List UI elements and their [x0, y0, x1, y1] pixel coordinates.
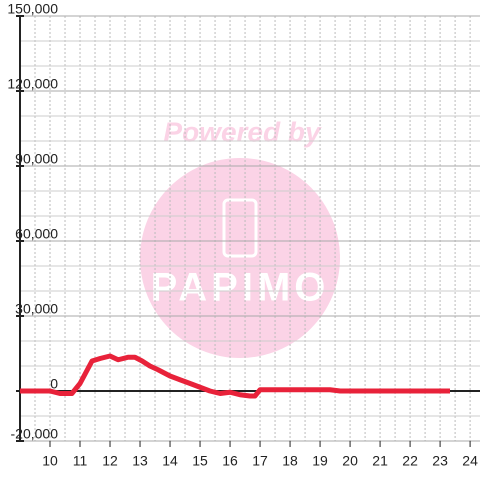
- y-tick-label: -20,000: [11, 426, 59, 442]
- x-tick-label: 18: [282, 453, 298, 469]
- y-tick-label: 120,000: [7, 76, 58, 92]
- watermark-brand: PAPIMO: [151, 266, 330, 310]
- x-tick-label: 16: [222, 453, 238, 469]
- x-tick-label: 12: [102, 453, 118, 469]
- x-tick-label: 14: [162, 453, 178, 469]
- y-tick-label: 60,000: [15, 226, 58, 242]
- x-tick-label: 10: [42, 453, 58, 469]
- y-tick-label: 90,000: [15, 151, 58, 167]
- x-tick-label: 19: [312, 453, 328, 469]
- watermark-title: Powered by: [163, 116, 322, 147]
- x-tick-label: 24: [462, 453, 478, 469]
- x-tick-label: 11: [73, 453, 88, 469]
- x-tick-label: 15: [192, 453, 208, 469]
- watermark-phone: [222, 198, 258, 258]
- x-tick-label: 23: [432, 453, 448, 469]
- y-tick-label: 30,000: [15, 301, 58, 317]
- y-tick-label: 0: [50, 376, 58, 392]
- x-tick-label: 22: [402, 453, 418, 469]
- x-tick-label: 20: [342, 453, 358, 469]
- y-tick-label: 150,000: [7, 1, 58, 17]
- x-tick-label: 21: [372, 453, 388, 469]
- x-tick-label: 17: [252, 453, 268, 469]
- data-line: [20, 353, 450, 399]
- x-tick-label: 13: [132, 453, 148, 469]
